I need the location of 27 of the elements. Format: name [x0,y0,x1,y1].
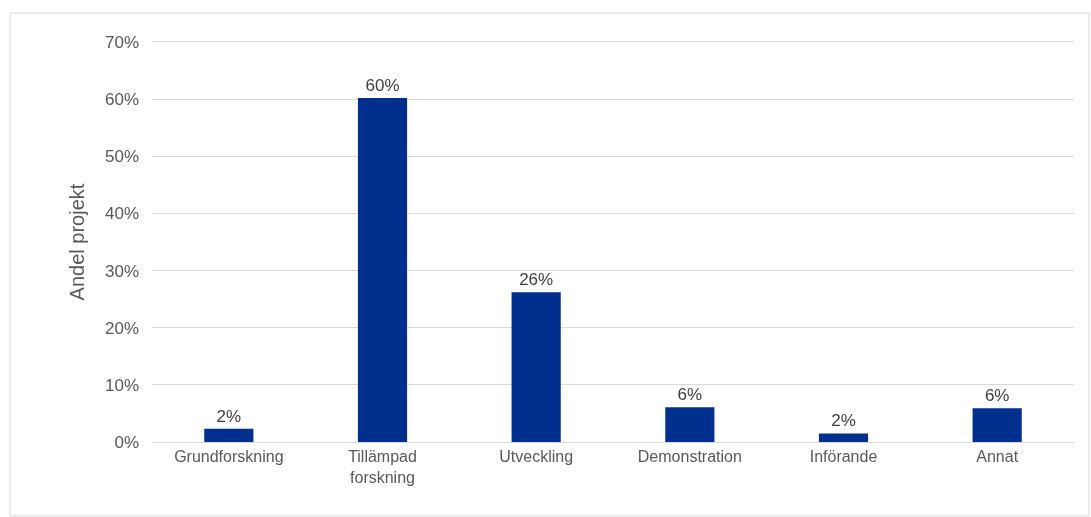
data-label: 2% [216,406,242,426]
bar [357,98,408,442]
data-label: 6% [984,386,1010,406]
y-axis-title: Andel projekt [66,183,89,301]
y-tick-label: 70% [104,32,139,52]
x-tick-label: Utveckling [499,448,574,466]
data-label: 6% [677,385,703,405]
x-tick-label: Demonstration [637,448,742,466]
x-tick-label: Annat [976,448,1019,466]
y-tick-label: 20% [104,318,139,338]
bar [511,292,561,442]
data-label: 2% [831,411,856,431]
y-tick-label: 60% [104,90,139,110]
bar [972,408,1022,442]
bar [818,433,869,442]
y-tick-label: 0% [114,432,139,452]
bar [204,428,254,442]
y-tick-label: 10% [104,375,139,395]
data-label: 26% [519,270,554,290]
bar [665,407,715,442]
y-tick-label: 40% [104,204,139,224]
x-tick-label: Grundforskning [174,448,284,466]
y-tick-label: 50% [104,147,139,167]
data-label: 60% [365,76,400,95]
x-tick-label: Införande [809,448,878,466]
y-tick-label: 30% [104,261,139,281]
x-tick-label: Tillämpad forskning [348,448,417,487]
